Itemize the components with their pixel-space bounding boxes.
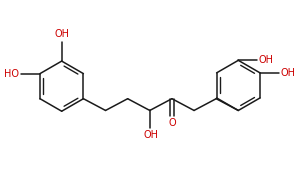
Text: OH: OH (54, 29, 69, 39)
Text: OH: OH (143, 130, 158, 140)
Text: OH: OH (259, 55, 274, 65)
Text: HO: HO (4, 69, 20, 79)
Text: O: O (168, 118, 176, 128)
Text: OH: OH (280, 68, 296, 78)
